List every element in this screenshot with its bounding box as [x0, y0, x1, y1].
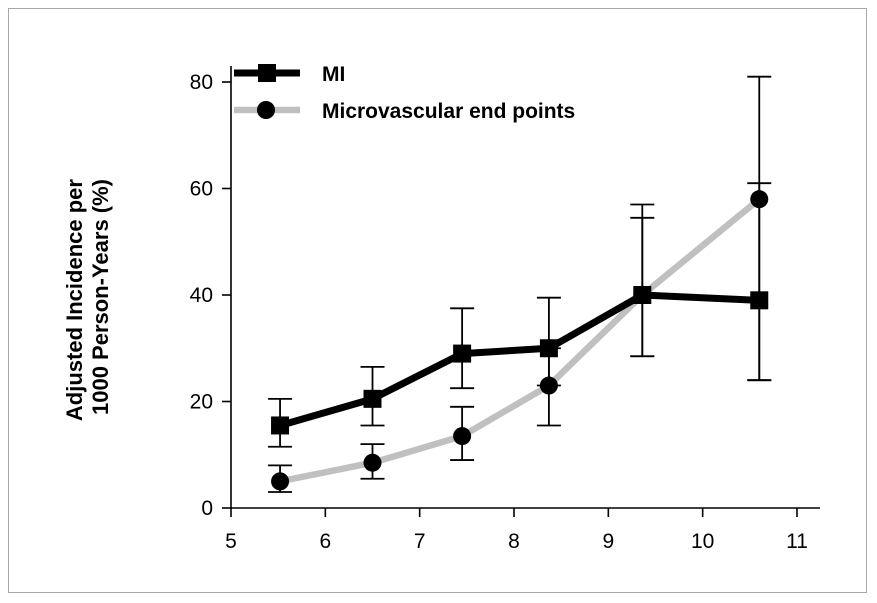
data-point-microvascular [363, 453, 382, 472]
data-point-mi [453, 344, 472, 363]
legend-marker-microvascular [257, 101, 275, 119]
x-tick-label: 5 [225, 530, 237, 553]
legend-label-mi: MI [322, 63, 345, 86]
axes: 5 6 7 8 9 10 11 0 20 40 60 80 [190, 66, 820, 553]
series-lines [279, 196, 762, 485]
y-axis-title: Adjusted Incidence per 1000 Person-Years… [62, 173, 113, 421]
legend-marker-mi [258, 64, 276, 82]
series-line-microvascular [279, 196, 762, 485]
error-bars [268, 75, 772, 493]
data-point-microvascular [750, 190, 769, 209]
data-markers [271, 190, 769, 491]
legend: MI Microvascular end points [234, 63, 575, 123]
data-point-mi [633, 286, 652, 304]
data-point-microvascular [453, 427, 472, 446]
data-point-mi [363, 389, 382, 408]
legend-label-microvascular: Microvascular end points [322, 100, 575, 123]
data-point-mi [539, 339, 558, 358]
x-tick-label: 7 [414, 530, 426, 553]
y-tick-label: 60 [190, 178, 213, 201]
data-point-microvascular [271, 472, 290, 491]
figure-frame [8, 8, 867, 593]
data-point-mi [271, 416, 290, 435]
y-tick-label: 20 [190, 391, 213, 414]
svg-text:Adjusted Incidence per 1: Adjusted Incidence per 1000 Person-Years… [62, 173, 113, 421]
y-axis-title-line-2: 1000 Person-Years (%) [88, 179, 113, 415]
y-tick-label: 40 [190, 284, 213, 307]
data-point-mi [750, 291, 769, 310]
x-tick-label: 6 [319, 530, 331, 553]
x-tick-label: 8 [508, 530, 520, 553]
x-tick-label: 10 [691, 530, 714, 553]
y-tick-label: 80 [190, 71, 213, 94]
x-tick-label: 9 [602, 530, 614, 553]
y-tick-label: 0 [201, 497, 213, 520]
x-tick-label: 11 [786, 530, 808, 553]
data-point-microvascular [539, 376, 558, 395]
y-axis-title-line-1: Adjusted Incidence per [62, 179, 87, 421]
series-line-mi [279, 291, 760, 429]
